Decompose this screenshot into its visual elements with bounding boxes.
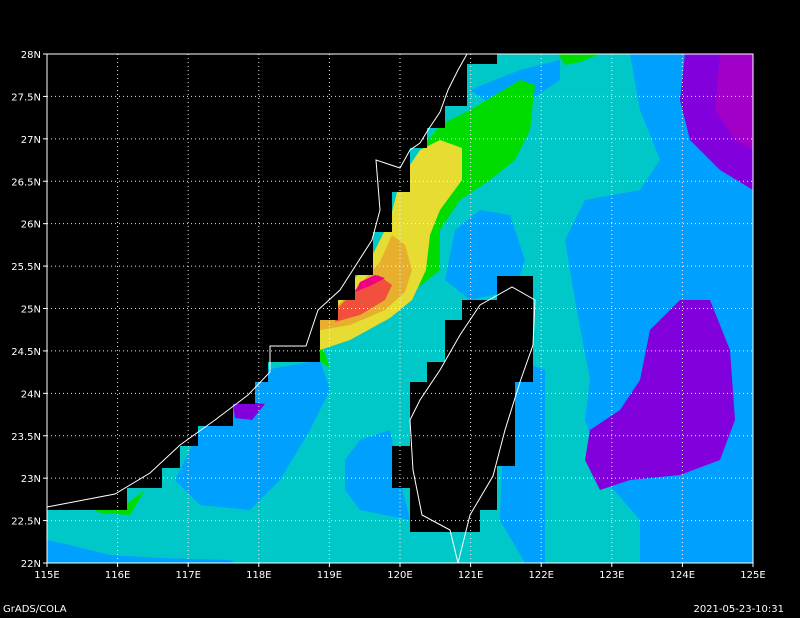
lat-label: 25N [21, 305, 41, 316]
lon-label: 118E [246, 570, 271, 581]
lat-label: 27.5N [11, 92, 41, 103]
lon-label: 119E [317, 570, 342, 581]
lon-label: 117E [175, 570, 200, 581]
lat-label: 27N [21, 135, 41, 146]
lat-label: 26.5N [11, 177, 41, 188]
footer-timestamp: 2021-05-23-10:31 [693, 604, 784, 615]
lat-label: 22.5N [11, 517, 41, 528]
lat-label: 23.5N [11, 432, 41, 443]
lon-label: 120E [387, 570, 412, 581]
lat-label: 24.5N [11, 347, 41, 358]
lat-label: 25.5N [11, 262, 41, 273]
lon-label: 121E [458, 570, 483, 581]
lat-label: 26N [21, 220, 41, 231]
lon-label: 116E [105, 570, 130, 581]
lon-label: 125E [740, 570, 765, 581]
lat-label: 23N [21, 474, 41, 485]
lat-label: 28N [21, 50, 41, 61]
longitude-labels: 115E 116E 117E 118E 119E 120E 121E 122E 123E 124E… [34, 570, 765, 581]
lon-label: 124E [670, 570, 695, 581]
lon-label: 123E [599, 570, 624, 581]
lat-label: 22N [21, 559, 41, 570]
latitude-labels: 28N 27.5N 27N 26.5N 26N 25.5N 25N 24.5N 24N 23.5N… [11, 50, 41, 570]
lon-label: 115E [34, 570, 59, 581]
lat-label: 24N [21, 389, 41, 400]
footer-left-label: GrADS/COLA [3, 604, 67, 615]
lon-label: 122E [528, 570, 553, 581]
